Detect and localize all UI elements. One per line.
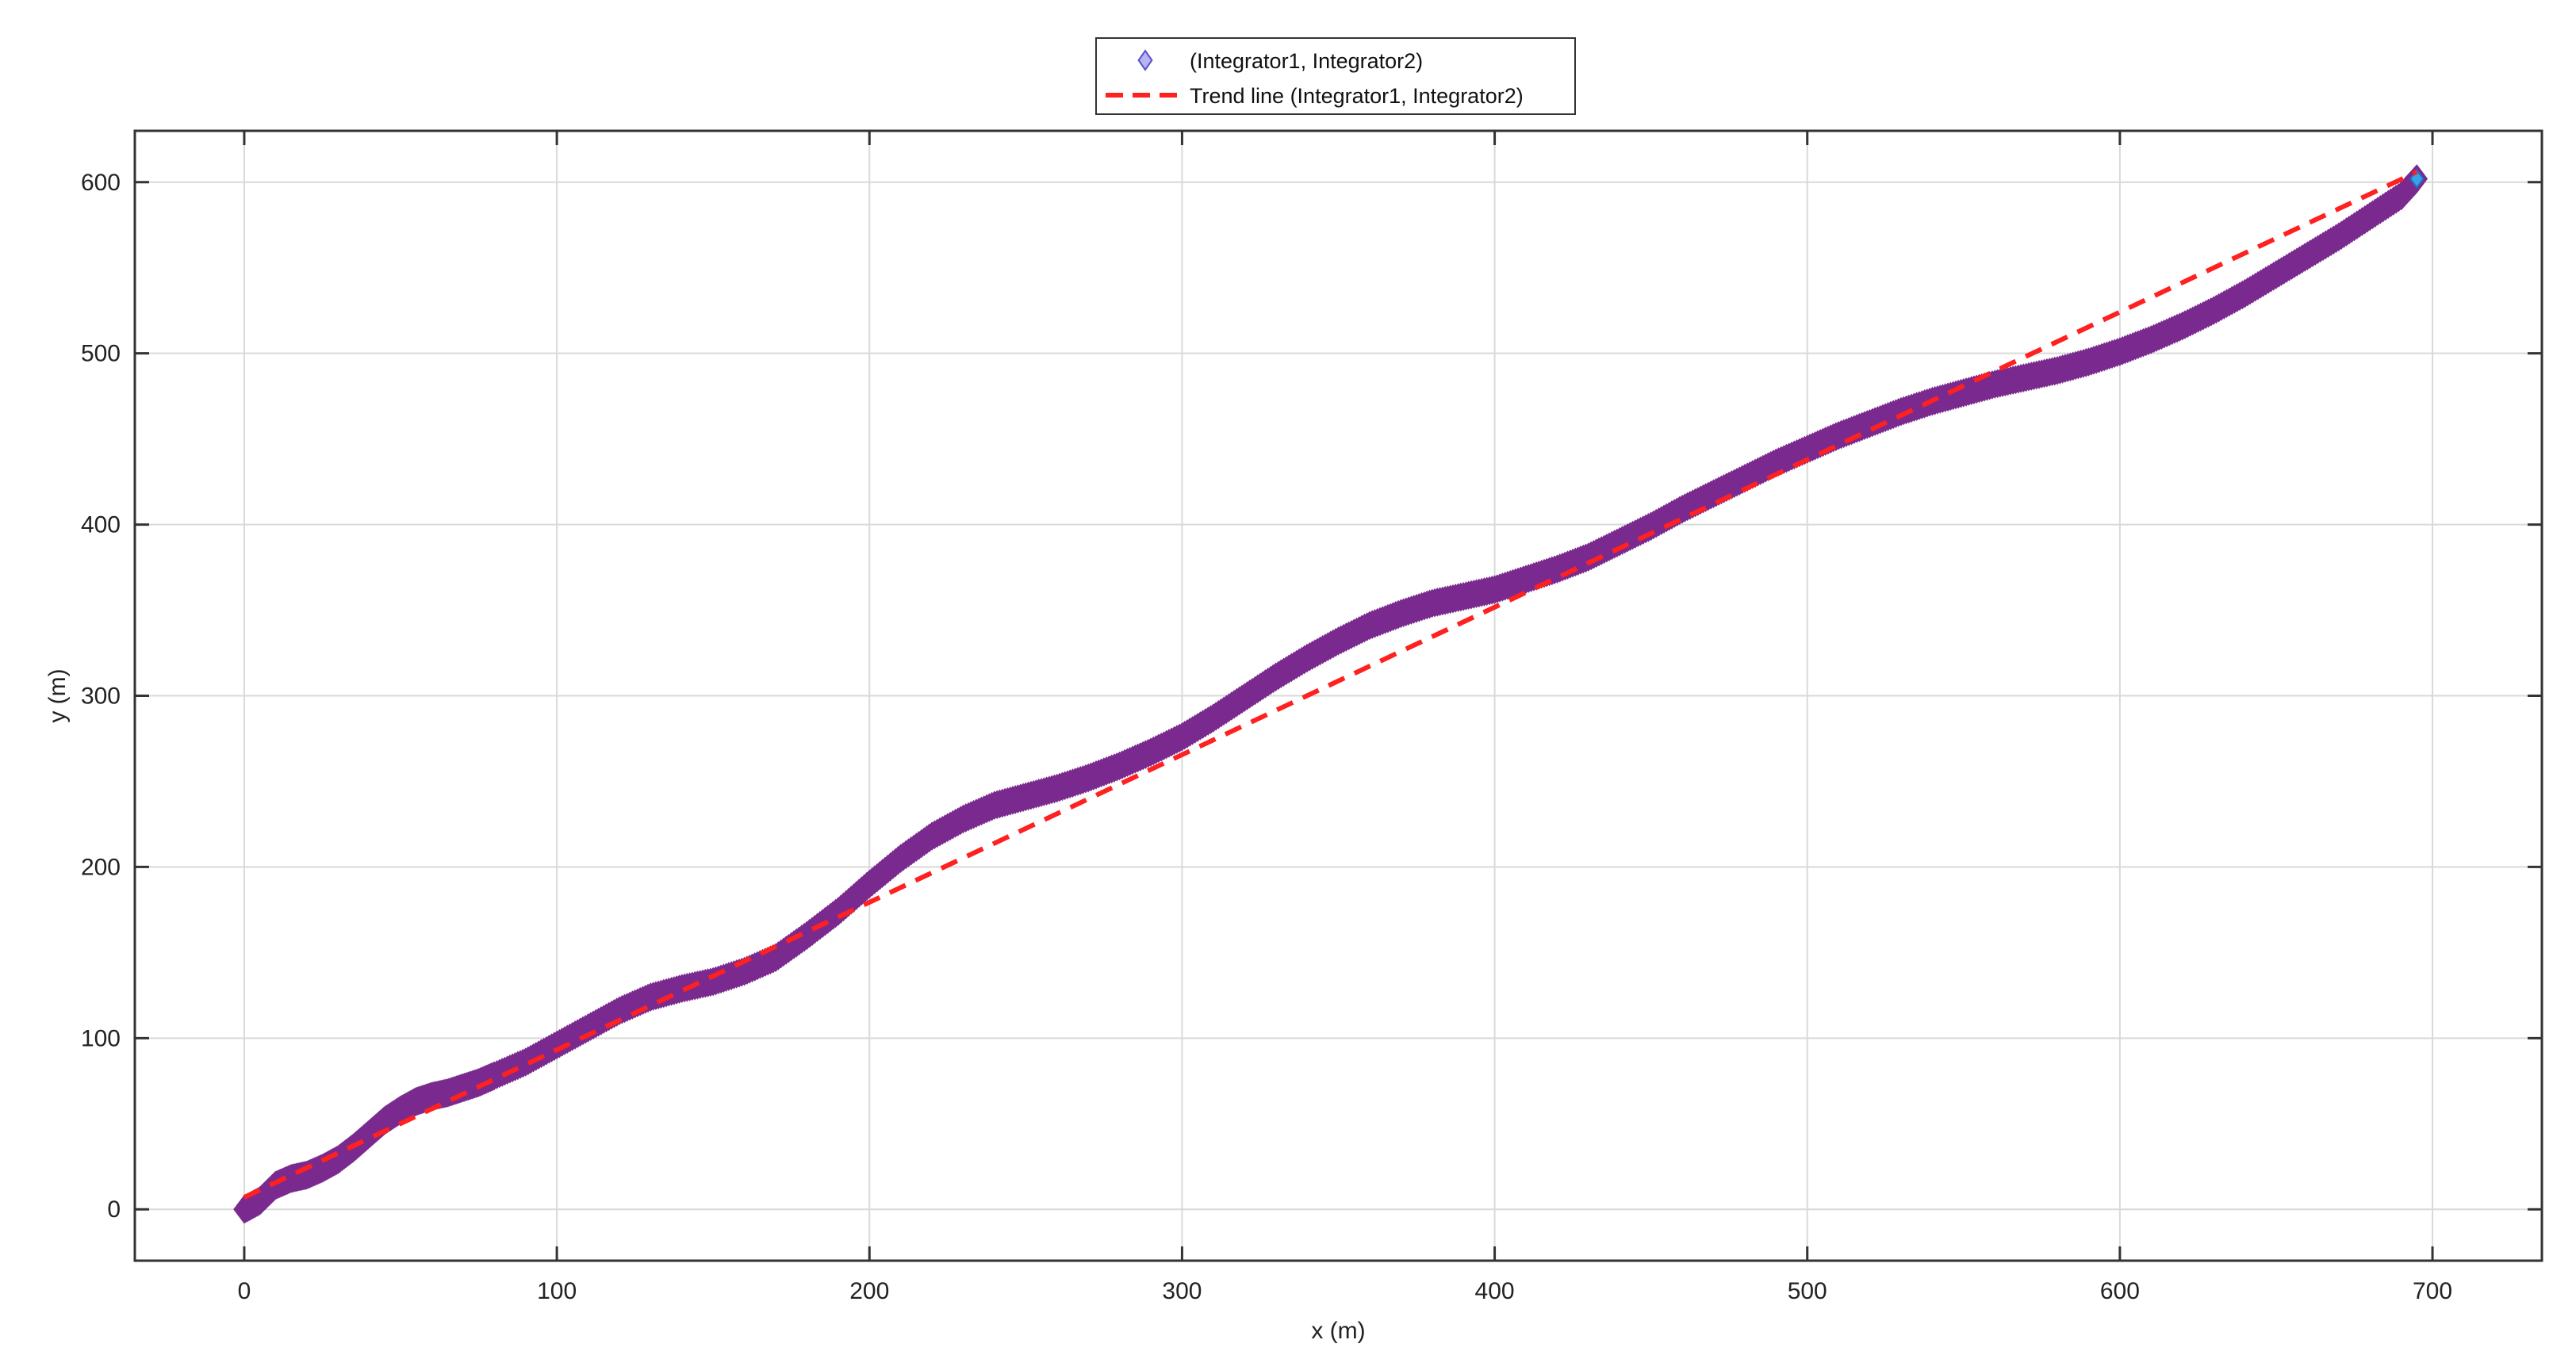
x-tick-label: 300 bbox=[1162, 1278, 1202, 1304]
y-tick-label: 500 bbox=[81, 341, 121, 367]
y-tick-labels: 0 100 200 300 400 500 600 bbox=[81, 170, 121, 1223]
x-tick-label: 500 bbox=[1788, 1278, 1827, 1304]
x-tick-label: 700 bbox=[2413, 1278, 2452, 1304]
legend-entry-scatter: (Integrator1, Integrator2) bbox=[1190, 49, 1423, 73]
y-axis-label: y (m) bbox=[44, 668, 71, 722]
series bbox=[233, 164, 2428, 1224]
x-tick-labels: 0 100 200 300 400 500 600 700 bbox=[238, 1278, 2452, 1304]
y-tick-label: 200 bbox=[81, 854, 121, 880]
x-tick-label: 0 bbox=[238, 1278, 251, 1304]
y-tick-label: 100 bbox=[81, 1025, 121, 1051]
x-tick-label: 400 bbox=[1475, 1278, 1515, 1304]
legend-entry-trend-line: Trend line (Integrator1, Integrator2) bbox=[1190, 84, 1524, 108]
x-tick-label: 100 bbox=[537, 1278, 577, 1304]
grid bbox=[135, 131, 2542, 1261]
legend-box bbox=[1095, 37, 1576, 115]
y-tick-label: 0 bbox=[107, 1196, 121, 1223]
y-tick-label: 600 bbox=[81, 170, 121, 196]
axis-ticks bbox=[135, 131, 2542, 1261]
legend-marker-diamond bbox=[1137, 49, 1153, 71]
legend: (Integrator1, Integrator2) Trend line (I… bbox=[1095, 37, 1576, 115]
trend-line bbox=[243, 170, 2418, 1200]
x-tick-label: 600 bbox=[2100, 1278, 2140, 1304]
y-tick-label: 400 bbox=[81, 512, 121, 538]
legend-diamond-shape bbox=[1137, 49, 1153, 71]
x-axis-label: x (m) bbox=[1311, 1318, 1365, 1344]
scatter-points bbox=[233, 164, 2428, 1224]
y-tick-label: 300 bbox=[81, 683, 121, 710]
x-tick-label: 200 bbox=[849, 1278, 889, 1304]
